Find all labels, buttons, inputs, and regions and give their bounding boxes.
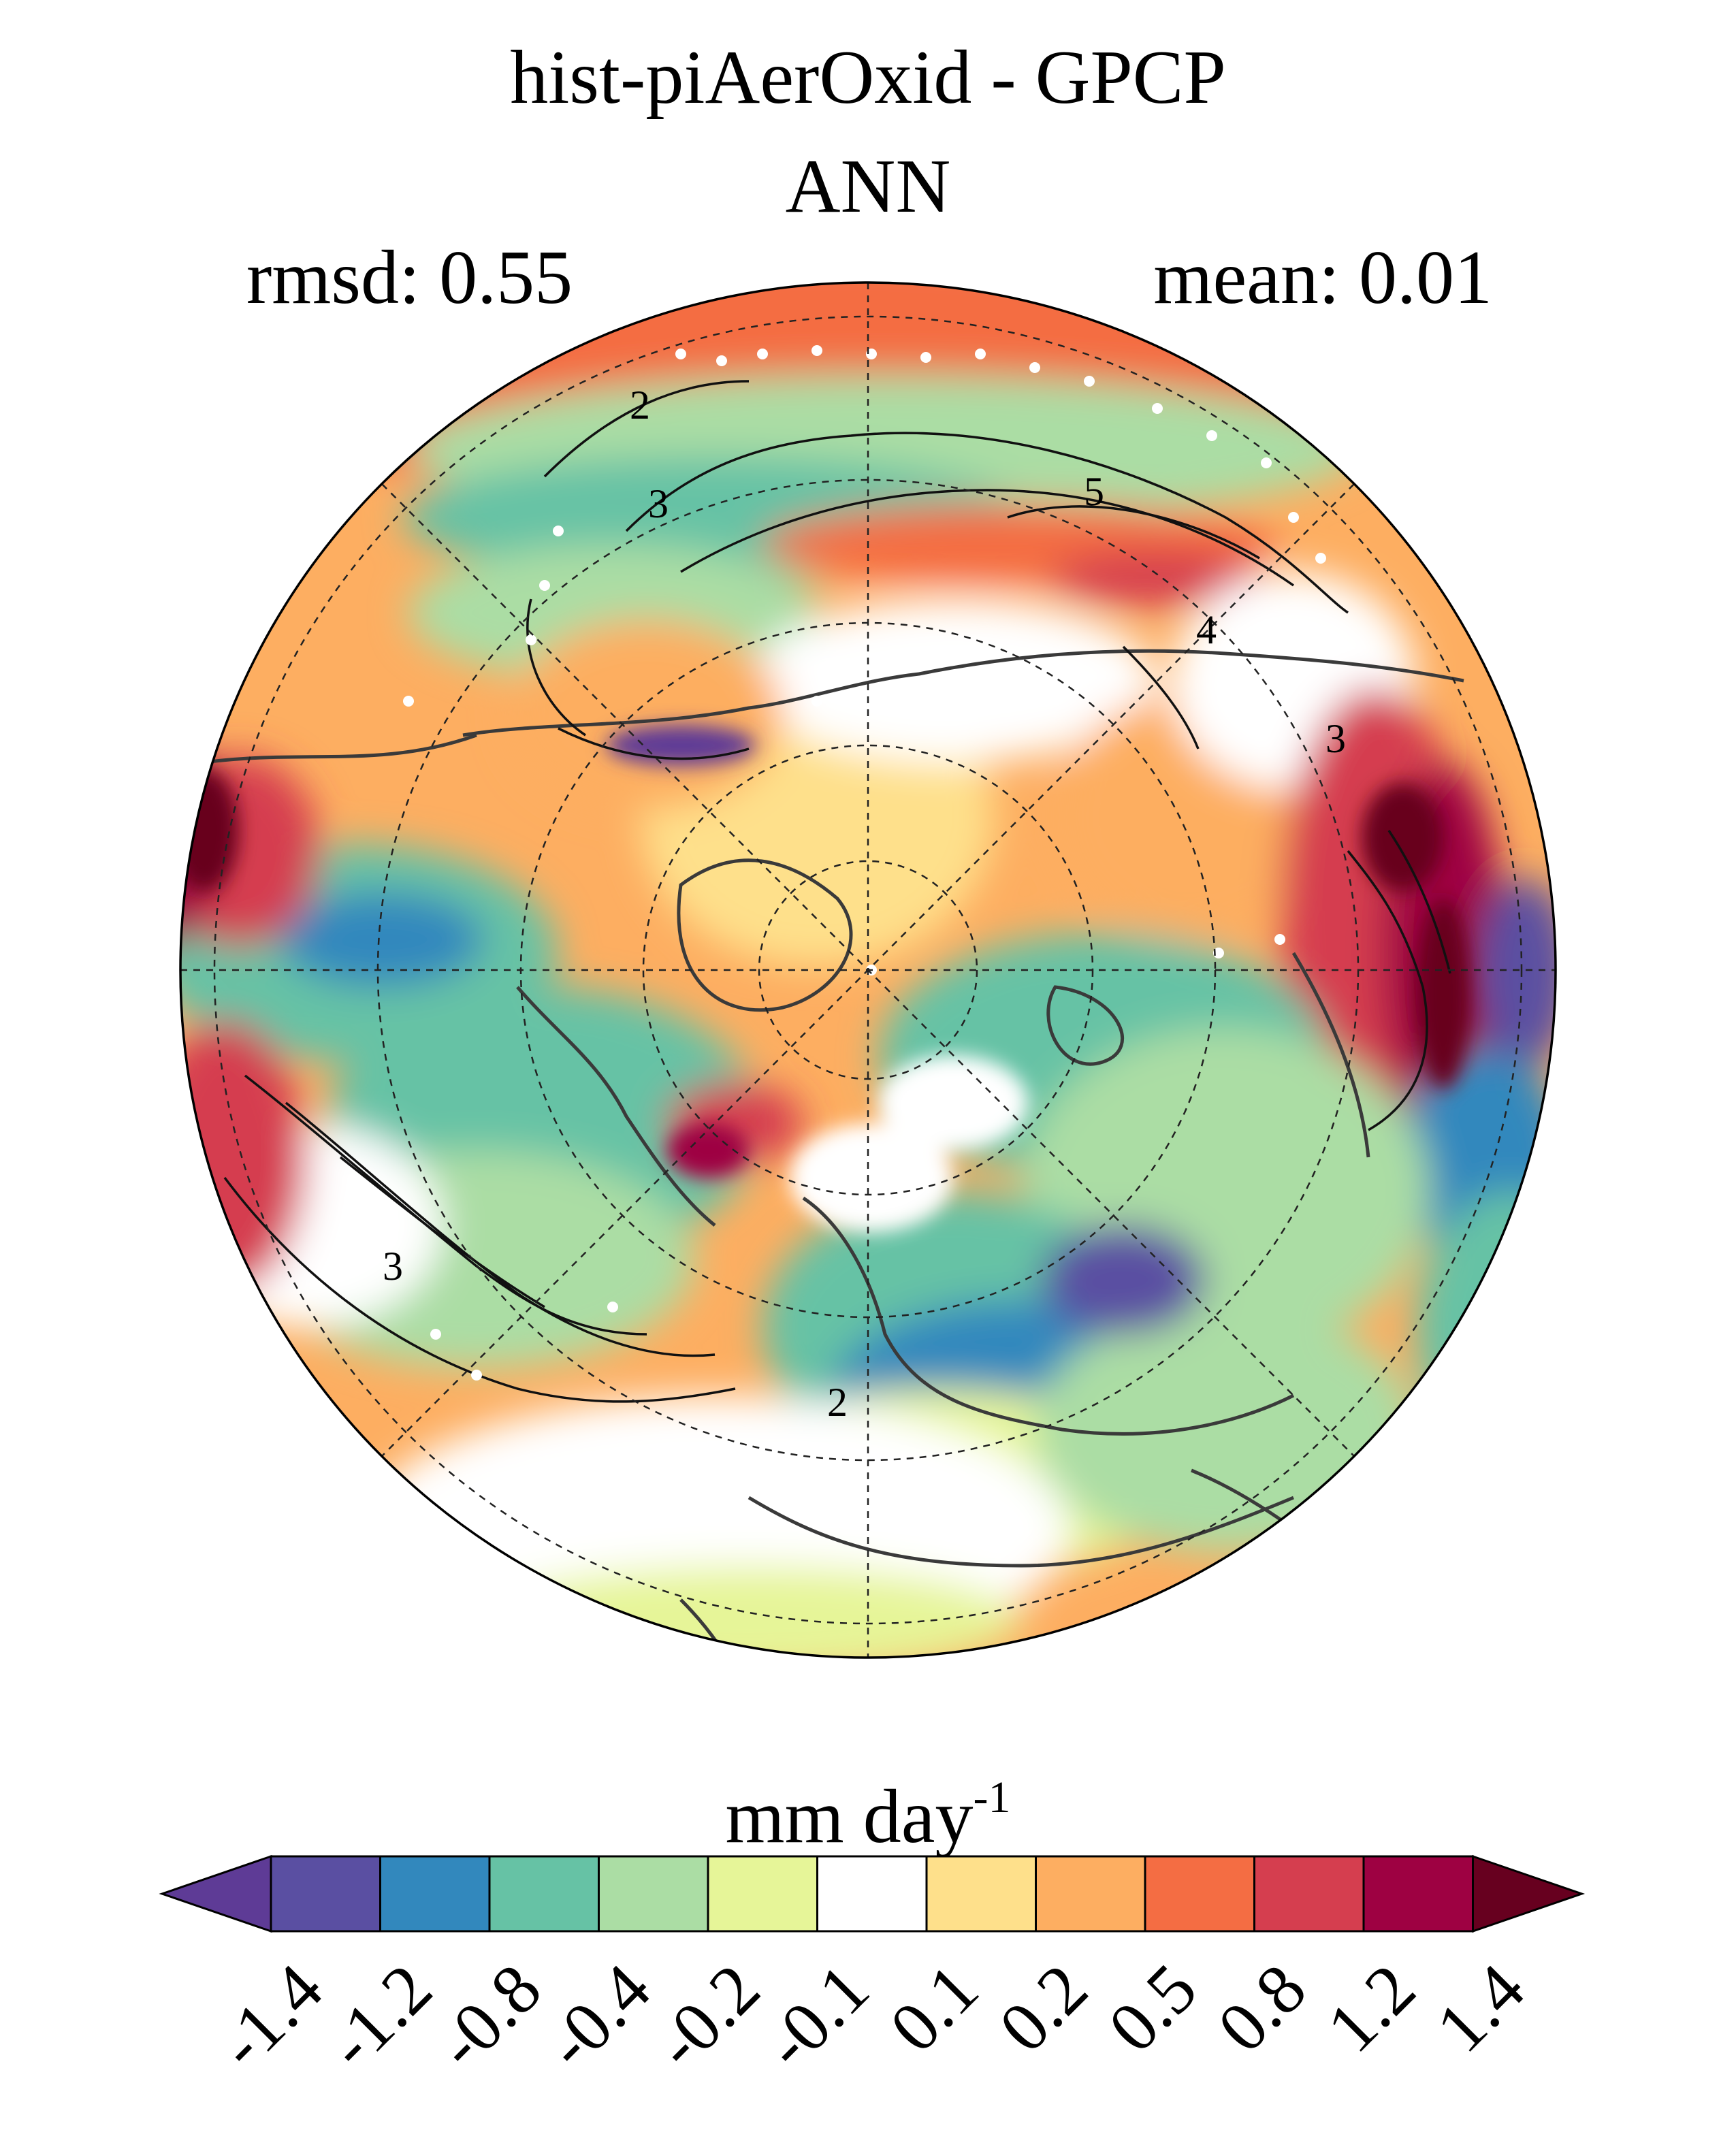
colorbar-min-triangle <box>159 1854 272 1933</box>
colorbar-max-triangle <box>1472 1854 1586 1933</box>
colorbar-tick-label: 1.2 <box>1312 1949 1430 2067</box>
season-label: ANN <box>785 144 951 229</box>
colorbar-tick-label: -0.2 <box>640 1949 775 2084</box>
colorbar-box <box>488 1855 600 1933</box>
colorbar-box <box>925 1855 1037 1933</box>
colorbar-box <box>1035 1855 1146 1933</box>
colorbar-tick-label: 1.4 <box>1421 1949 1539 2067</box>
colorbar-tick-label: 0.8 <box>1203 1949 1321 2067</box>
rmsd-label: rmsd: 0.55 <box>246 236 573 320</box>
contour-label: 3 <box>1325 716 1346 761</box>
colorbar-box <box>816 1855 928 1933</box>
colorbar-tick-label: 0.5 <box>1093 1949 1211 2067</box>
colorbar-tick-label: -0.4 <box>531 1949 666 2084</box>
colorbar-tick-label: -0.8 <box>421 1949 556 2084</box>
polar-map: 2 3 5 4 3 3 2 <box>179 281 1557 1659</box>
climatology-contours <box>223 380 1451 1403</box>
colorbar-tick-label: -0.1 <box>750 1949 884 2084</box>
colorbar-box <box>270 1855 381 1933</box>
contour-label: 5 <box>1084 469 1104 514</box>
colorbar-box <box>707 1855 818 1933</box>
colorbar-box <box>598 1855 709 1933</box>
map-title: hist-piAerOxid - GPCP <box>510 35 1226 120</box>
contour-label: 2 <box>630 383 650 427</box>
mean-label: mean: 0.01 <box>1153 236 1492 320</box>
contour-label: 3 <box>383 1244 403 1289</box>
colorbar-box <box>1362 1855 1474 1933</box>
colorbar-tick-label: 0.2 <box>984 1949 1102 2067</box>
colorbar-tick-label: -1.2 <box>312 1949 447 2084</box>
graticule <box>180 283 1556 1658</box>
significance-dots <box>403 345 1326 1476</box>
colorbar-box <box>1253 1855 1365 1933</box>
contour-labels: 2 3 5 4 3 3 2 <box>383 383 1346 1425</box>
colorbar-box <box>1144 1855 1255 1933</box>
contour-label: 2 <box>827 1380 848 1425</box>
colorbar-tick-label: 0.1 <box>875 1949 993 2067</box>
colorbar-tick-label: -1.4 <box>203 1949 338 2084</box>
map-boundary <box>179 281 1557 1659</box>
contour-label: 4 <box>1196 607 1217 652</box>
colorbar-box <box>379 1855 491 1933</box>
colorbar-units: mm day-1 <box>725 1773 1011 1859</box>
contour-label: 3 <box>648 481 669 526</box>
